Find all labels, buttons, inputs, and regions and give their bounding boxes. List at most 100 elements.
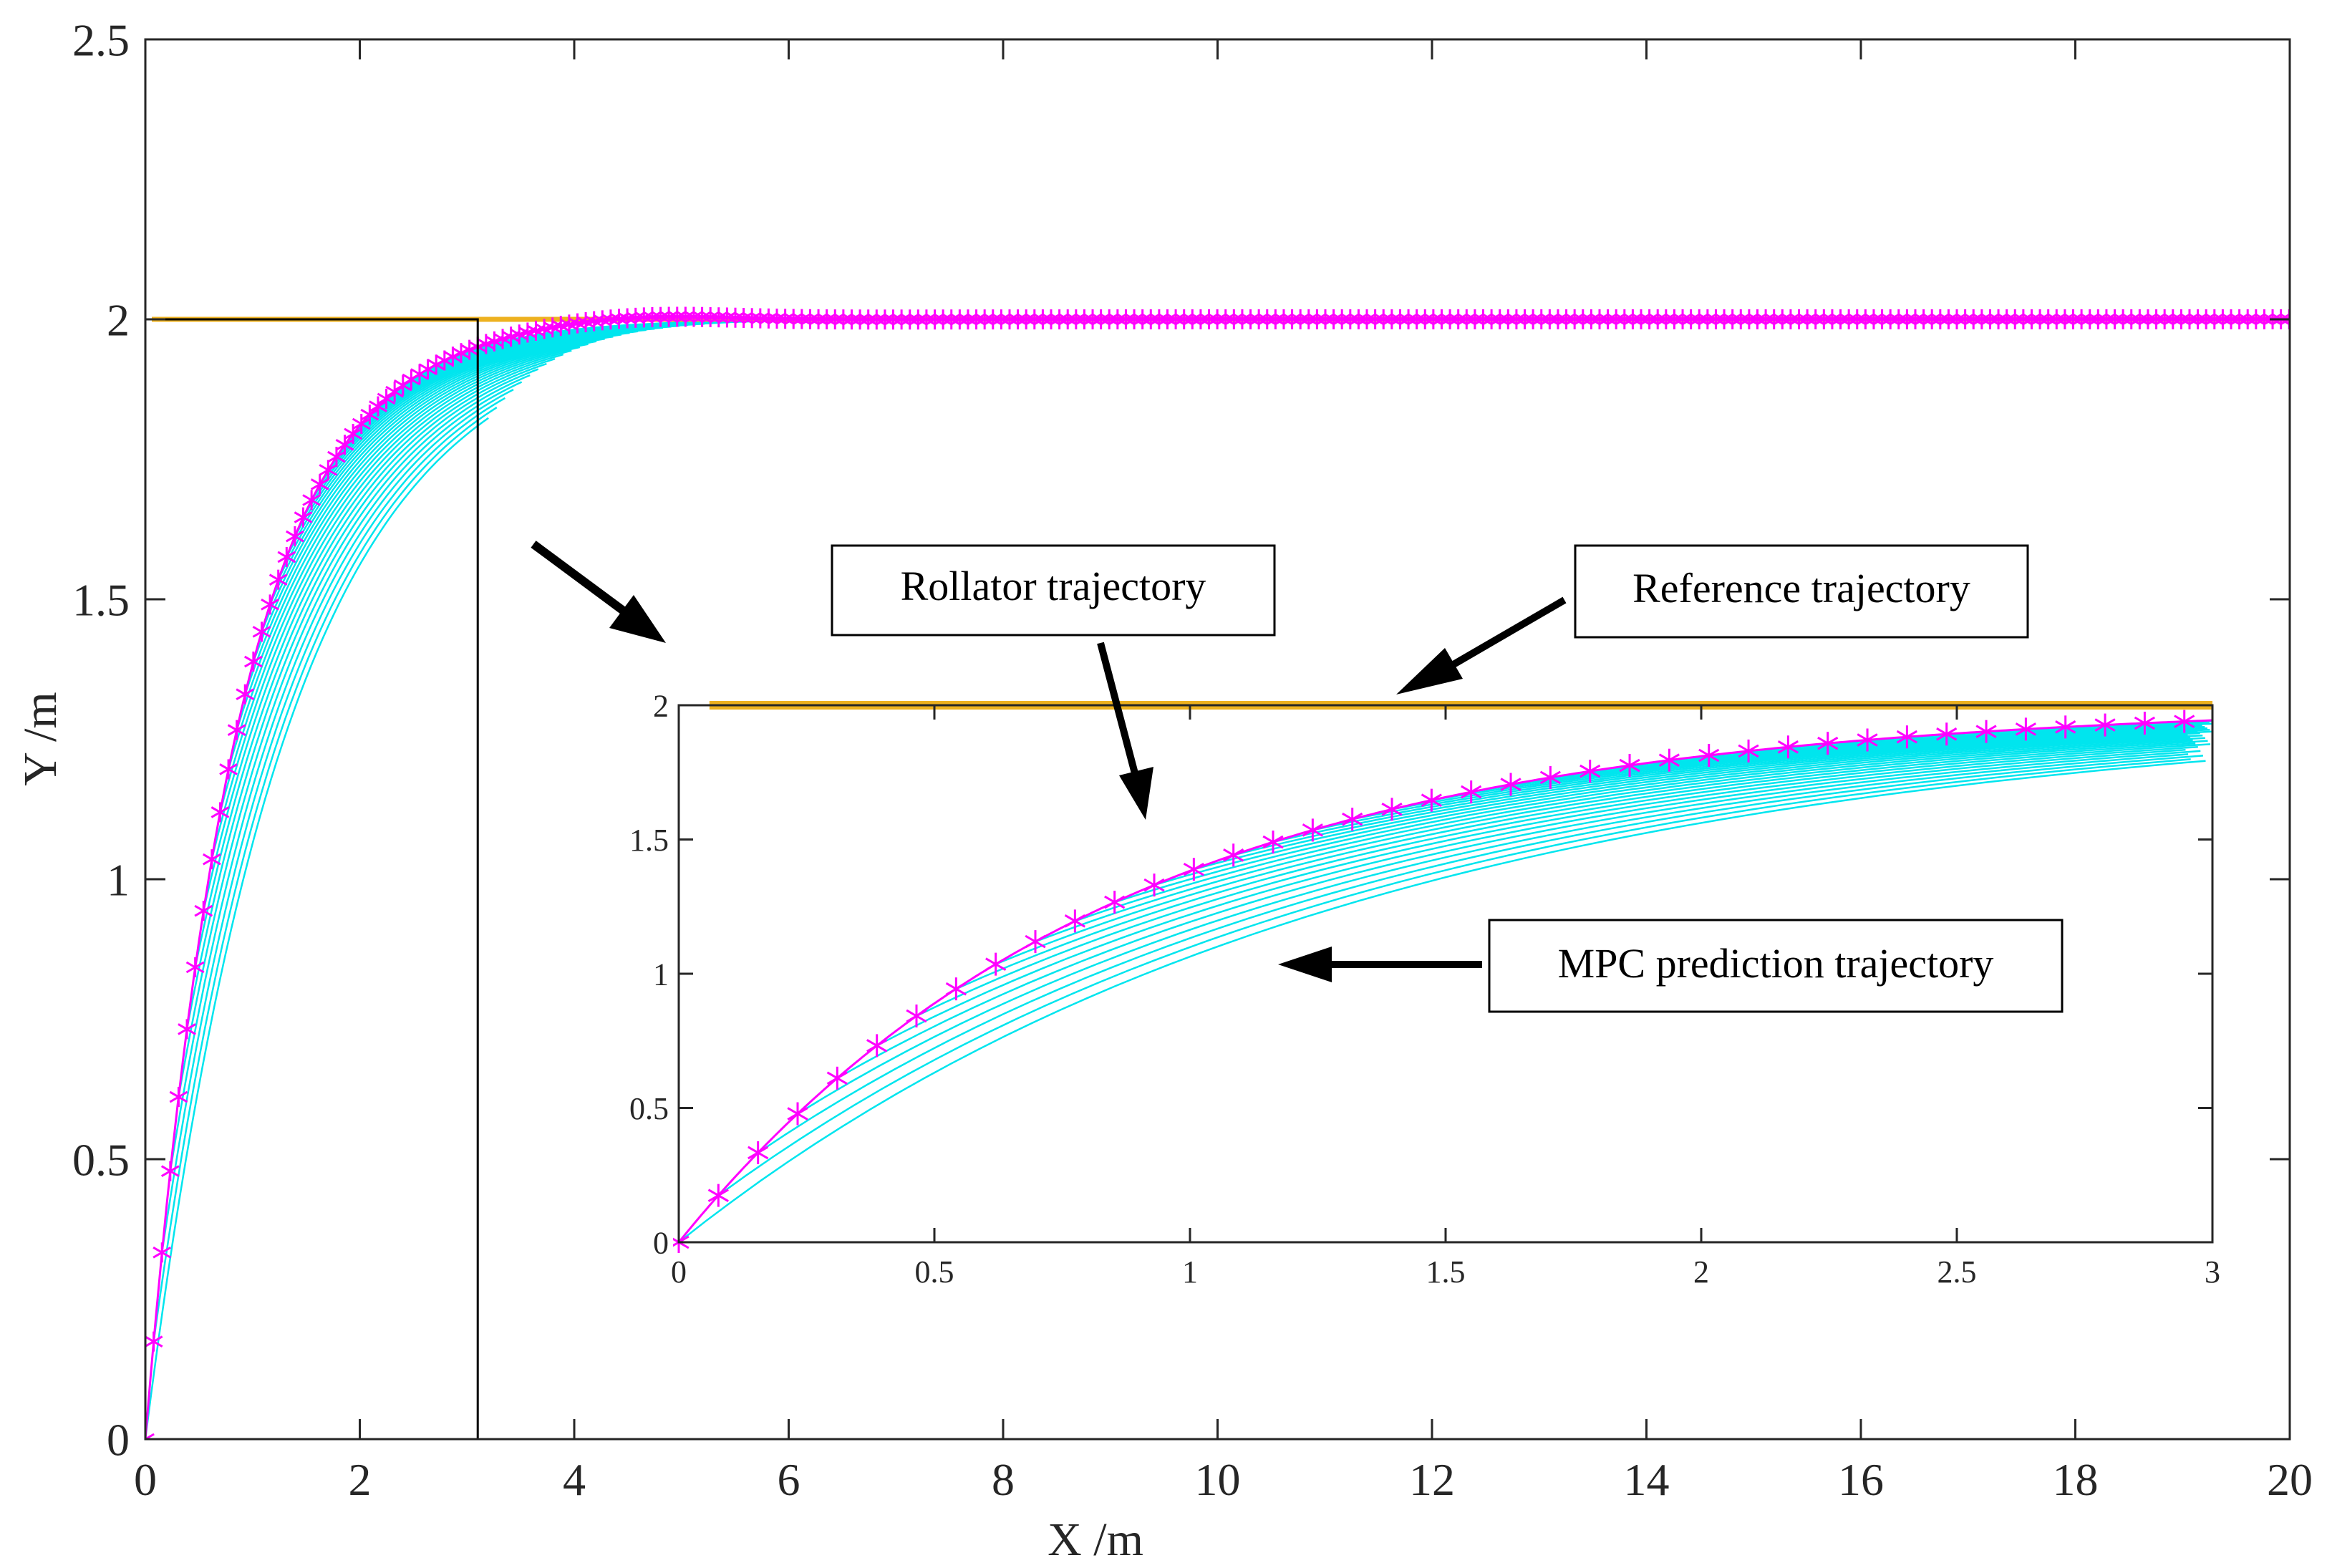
rollator-marker xyxy=(2213,309,2232,329)
main-x-tick-label: 14 xyxy=(1624,1454,1670,1505)
mpc-prediction-line xyxy=(277,334,622,581)
rollator-marker xyxy=(1715,309,1733,330)
rollator-marker xyxy=(1183,858,1204,881)
rollator-marker xyxy=(775,309,795,329)
rollator-marker xyxy=(759,308,778,329)
rollator-marker xyxy=(1381,798,1403,821)
rollator-marker xyxy=(243,652,263,672)
rollator-marker xyxy=(302,490,321,510)
rollator-marker xyxy=(717,307,737,328)
rollator-marker xyxy=(1615,309,1634,330)
rollator-marker xyxy=(1466,309,1484,330)
rollator-marker xyxy=(1116,309,1136,330)
rollator-marker xyxy=(2222,309,2240,329)
rollator-marker xyxy=(742,308,762,329)
rollator-marker xyxy=(319,460,338,480)
rollator-marker xyxy=(1515,309,1534,330)
rollator-marker xyxy=(1291,309,1310,330)
rollator-marker xyxy=(959,309,977,330)
mpc-prediction-line xyxy=(261,338,605,632)
rollator-marker xyxy=(866,1034,888,1058)
rollator-marker xyxy=(967,309,986,330)
rollator-marker xyxy=(1100,309,1119,330)
rollator-marker xyxy=(651,306,670,327)
rollator-marker xyxy=(1382,309,1401,330)
rollator-marker xyxy=(1390,309,1410,330)
rollator-marker xyxy=(1216,309,1235,330)
rollator-marker xyxy=(1490,309,1509,330)
rollator-marker xyxy=(909,309,928,330)
rollator-marker xyxy=(792,309,811,329)
mpc-prediction-line xyxy=(1153,736,2191,886)
rollator-marker xyxy=(1262,831,1284,854)
mpc-prediction-line xyxy=(202,362,547,911)
mpc-prediction-line xyxy=(145,417,489,1439)
rollator-marker xyxy=(643,306,662,327)
rollator-marker xyxy=(1831,309,1850,329)
rollator-marker xyxy=(1756,309,1775,330)
rollator-marker xyxy=(2155,309,2174,329)
inset-y-tick-label: 1 xyxy=(653,957,669,992)
inset-x-tick-label: 1.5 xyxy=(1426,1254,1466,1289)
rollator-marker xyxy=(676,306,695,327)
rollator-marker xyxy=(385,382,405,402)
rollator-marker xyxy=(1539,765,1561,789)
rollator-marker xyxy=(1590,309,1609,330)
main-x-tick-label: 16 xyxy=(1838,1454,1884,1505)
annotation-mpc-box xyxy=(1488,919,2064,1013)
rollator-marker xyxy=(734,308,753,329)
rollator-marker xyxy=(1632,309,1650,330)
rollator-marker xyxy=(1223,843,1244,867)
rollator-marker xyxy=(1266,309,1285,330)
main-y-tick-label: 0.5 xyxy=(72,1134,130,1185)
annotation-rollator-box xyxy=(831,544,1276,637)
rollator-marker xyxy=(219,759,238,780)
rollator-marker xyxy=(634,307,654,328)
rollator-marker xyxy=(1648,309,1668,330)
rollator-marker xyxy=(1598,309,1617,330)
rollator-marker xyxy=(268,569,288,590)
rollator-marker xyxy=(1091,309,1111,330)
rollator-marker xyxy=(684,306,703,327)
rollator-marker xyxy=(2114,309,2133,329)
rollator-marker xyxy=(1806,309,1825,330)
mpc-prediction-line xyxy=(1114,737,2205,904)
rollator-marker xyxy=(1282,309,1302,330)
rollator-marker xyxy=(2015,717,2036,741)
rollator-marker xyxy=(1324,309,1343,330)
mpc-prediction-line xyxy=(185,374,531,1030)
rollator-marker xyxy=(906,1004,927,1027)
rollator-marker xyxy=(701,306,720,327)
rollator-marker xyxy=(1257,309,1277,330)
mpc-prediction-line xyxy=(1391,729,2210,810)
rollator-marker xyxy=(1299,309,1318,330)
rollator-marker xyxy=(1665,309,1684,330)
rollator-marker xyxy=(858,309,878,330)
rollator-marker xyxy=(310,474,329,495)
rollator-marker xyxy=(2188,309,2207,329)
rollator-marker xyxy=(1698,744,1720,768)
inset-x-tick-label: 2.5 xyxy=(1937,1254,1977,1289)
rollator-marker xyxy=(784,309,803,329)
rollator-marker xyxy=(826,1066,848,1090)
rollator-marker xyxy=(985,952,1007,976)
rollator-marker xyxy=(1158,309,1177,330)
rollator-marker xyxy=(1432,309,1451,330)
mpc-prediction-line xyxy=(797,753,2189,1115)
main-x-tick-label: 8 xyxy=(992,1454,1015,1505)
rollator-marker xyxy=(2031,309,2049,329)
rollator-marker xyxy=(1789,309,1809,330)
rollator-marker xyxy=(1316,309,1335,330)
rollator-marker xyxy=(925,309,944,330)
rollator-marker xyxy=(145,1429,155,1439)
rollator-marker xyxy=(277,546,296,567)
mpc-prediction-line xyxy=(1431,728,2195,801)
rollator-marker xyxy=(1856,309,1875,329)
annotation-rollator-arrow-shaft xyxy=(1097,642,1138,775)
rollator-marker xyxy=(975,309,995,330)
rollator-marker xyxy=(1017,309,1036,330)
mpc-prediction-line xyxy=(1194,734,2203,871)
rollator-marker xyxy=(2174,710,2195,733)
main-y-axis-label: Y /m xyxy=(14,692,67,785)
rollator-marker xyxy=(1141,309,1161,330)
